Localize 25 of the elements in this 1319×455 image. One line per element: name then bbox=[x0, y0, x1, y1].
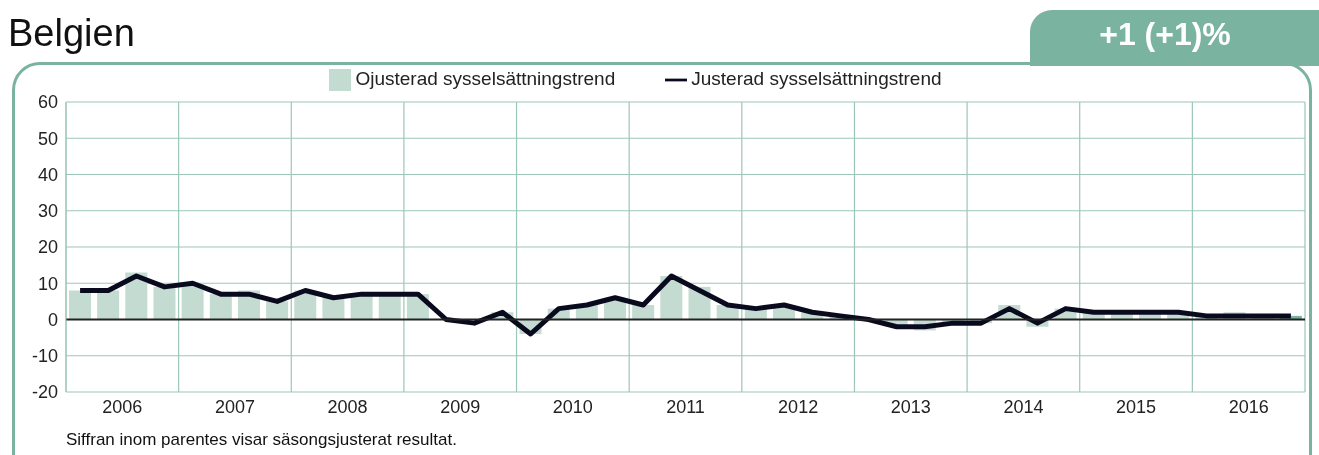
y-tick-label: -10 bbox=[31, 346, 58, 367]
y-tick-label: -20 bbox=[31, 382, 58, 403]
x-tick-label: 2011 bbox=[666, 396, 705, 417]
y-tick-label: 50 bbox=[37, 128, 58, 149]
text: Siffran inom parentes visar säsongsjusterat resultat. bbox=[66, 430, 457, 450]
y-tick-label: 0 bbox=[47, 309, 58, 330]
x-tick-label: 2012 bbox=[778, 396, 819, 417]
x-tick-label: 2014 bbox=[1003, 396, 1044, 417]
x-tick-label: 2007 bbox=[214, 396, 255, 417]
y-tick-label: 40 bbox=[37, 164, 58, 185]
legend-label: Justerad sysselsättningstrend bbox=[691, 68, 942, 89]
x-tick-label: 2010 bbox=[552, 396, 593, 417]
y-tick-label: 30 bbox=[37, 201, 58, 222]
y-tick-label: 20 bbox=[37, 237, 58, 258]
legend-label: Ojusterad sysselsättningstrend bbox=[355, 68, 616, 89]
x-tick-label: 2015 bbox=[1116, 396, 1157, 417]
x-tick-label: 2008 bbox=[327, 396, 368, 417]
chart-subtitle: +1 (+1)% bbox=[1098, 16, 1232, 53]
x-tick-label: 2013 bbox=[890, 396, 931, 417]
chart-title: Belgien bbox=[8, 12, 135, 55]
y-tick-label: 60 bbox=[37, 92, 58, 113]
y-tick-label: 10 bbox=[37, 273, 58, 294]
x-tick-label: 2009 bbox=[440, 396, 481, 417]
x-tick-label: 2006 bbox=[102, 396, 143, 417]
x-tick-label: 2016 bbox=[1228, 396, 1269, 417]
